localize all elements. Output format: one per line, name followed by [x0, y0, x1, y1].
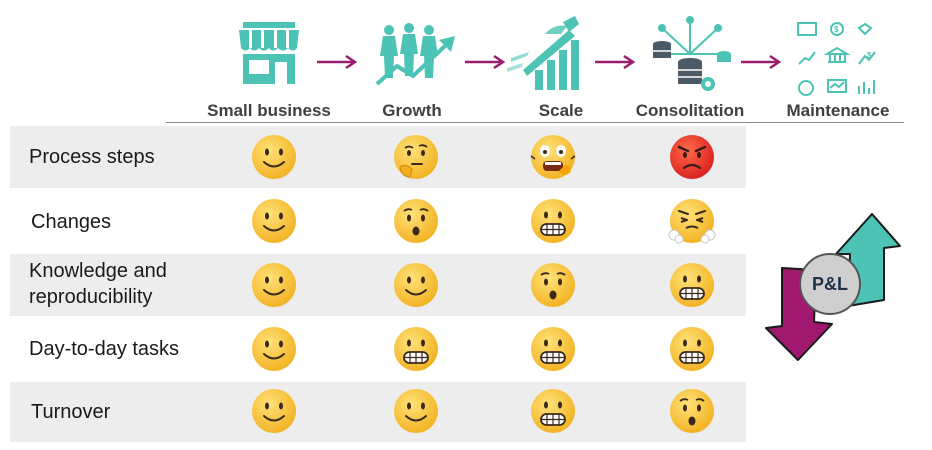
- row-label: Turnover: [31, 401, 111, 423]
- table-row: [10, 254, 746, 316]
- smile-face-icon: [394, 389, 438, 433]
- arrow-right-icon: [595, 54, 636, 70]
- stage-label-growth: Growth: [382, 101, 442, 120]
- surprised-face-icon: [394, 199, 438, 243]
- header-divider: [166, 122, 904, 123]
- grimace-face-icon: [670, 263, 714, 307]
- smile-face-icon: [252, 199, 296, 243]
- smile-face-icon: [252, 389, 296, 433]
- stage-label-small-business: Small business: [207, 101, 331, 120]
- arrow-right-icon: [465, 54, 506, 70]
- table-row: [10, 382, 746, 442]
- row-label-line: Knowledge and: [29, 260, 167, 282]
- svg-text:$: $: [867, 51, 872, 60]
- row-label: Changes: [31, 211, 112, 233]
- stage-label-scale: Scale: [538, 101, 584, 120]
- stage-label-maintenance: Maintenance: [786, 101, 890, 120]
- panic-face-icon: [530, 135, 576, 179]
- smile-face-icon: [252, 263, 296, 307]
- database-network-icon: [653, 16, 731, 91]
- stage-label-consolitation: Consolitation: [635, 101, 745, 120]
- smile-face-icon: [394, 263, 438, 307]
- smile-face-icon: [252, 135, 296, 179]
- svg-text:$: $: [834, 25, 839, 34]
- pl-badge: P&L: [799, 253, 861, 315]
- angry-face-icon: [670, 135, 714, 179]
- arrow-right-icon: [741, 54, 782, 70]
- finance-icons-grid: $$: [797, 22, 876, 96]
- grimace-face-icon: [531, 199, 575, 243]
- grimace-face-icon: [531, 327, 575, 371]
- row-label: Knowledge and reproducibility: [29, 258, 167, 310]
- row-label: Day-to-day tasks: [29, 338, 180, 360]
- grimace-face-icon: [394, 327, 438, 371]
- pl-badge-text: P&L: [812, 273, 848, 294]
- row-label: Process steps: [29, 146, 155, 168]
- grimace-face-icon: [531, 389, 575, 433]
- surprised-face-icon: [670, 389, 714, 433]
- arrow-right-icon: [317, 54, 358, 70]
- people-growth-icon: [375, 23, 455, 86]
- table-row: [10, 126, 746, 188]
- grimace-face-icon: [670, 327, 714, 371]
- row-label-line: reproducibility: [29, 286, 153, 308]
- smile-face-icon: [252, 327, 296, 371]
- superhero-scale-icon: [507, 16, 579, 90]
- table-row: [10, 190, 746, 252]
- surprised-face-icon: [531, 263, 575, 307]
- store-icon: [239, 22, 299, 84]
- thinking-face-icon: [394, 135, 438, 179]
- steam-face-icon: [668, 199, 716, 244]
